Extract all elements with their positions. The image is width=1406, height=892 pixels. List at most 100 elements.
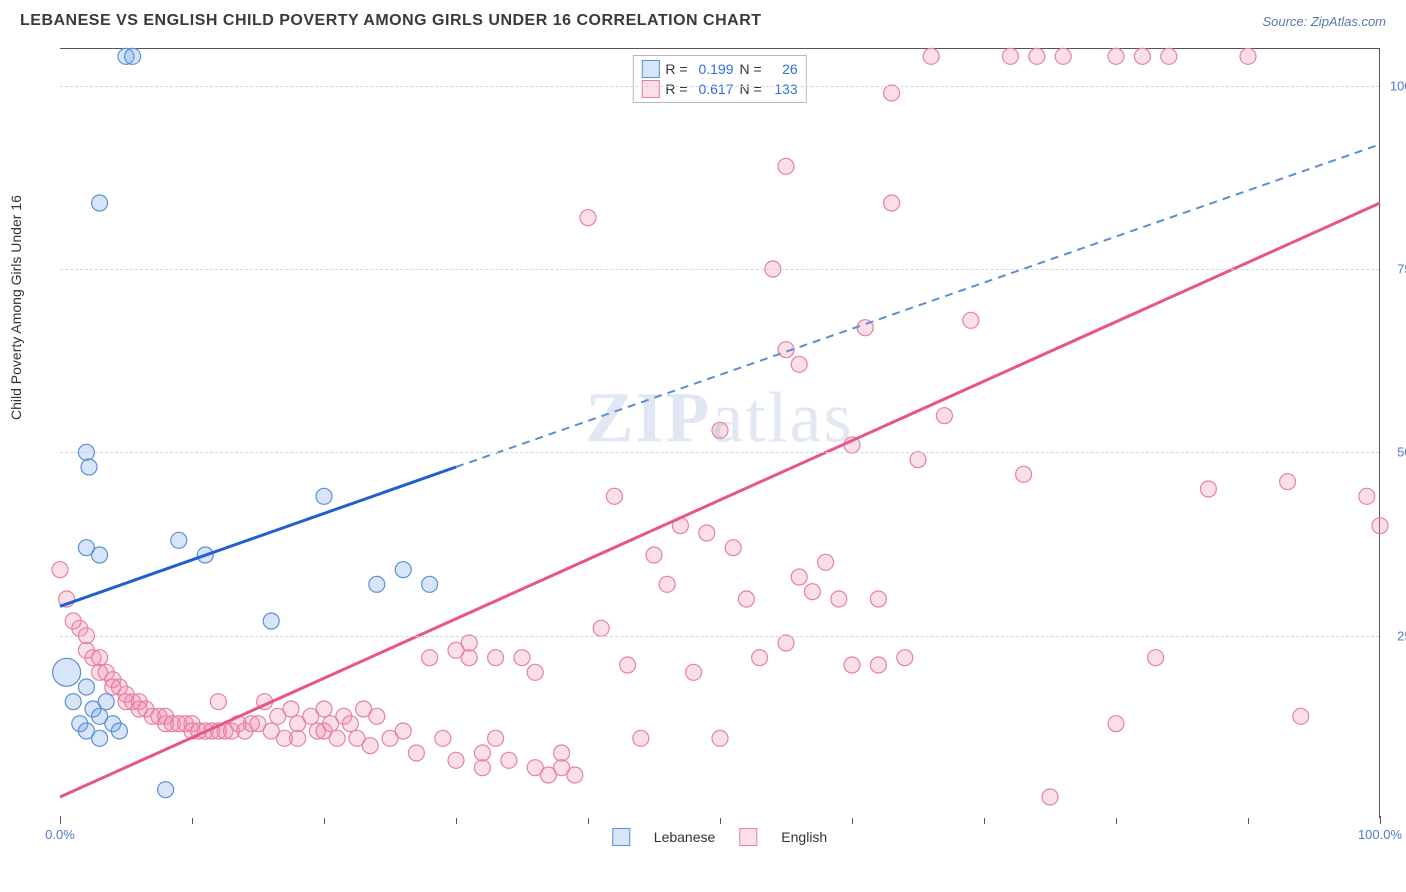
xtick [1116, 818, 1117, 824]
english-point [1108, 716, 1124, 732]
chart-title: LEBANESE VS ENGLISH CHILD POVERTY AMONG … [20, 12, 762, 30]
bottom-legend: Lebanese English [612, 828, 827, 846]
swatch-lebanese [641, 60, 659, 78]
lebanese-point [92, 730, 108, 746]
english-point [362, 738, 378, 754]
english-point [435, 730, 451, 746]
english-point [712, 730, 728, 746]
english-point [488, 650, 504, 666]
lebanese-point [92, 547, 108, 563]
english-point [593, 620, 609, 636]
english-point [342, 716, 358, 732]
chart-area: ZIPatlas R = 0.199 N = 26 R = 0.617 N = … [60, 48, 1380, 818]
english-point [606, 488, 622, 504]
xtick [984, 818, 985, 824]
legend-label-lebanese: Lebanese [654, 829, 716, 845]
lebanese-trend [60, 467, 456, 606]
english-point [897, 650, 913, 666]
english-point [1134, 48, 1150, 64]
english-point [554, 745, 570, 761]
english-point [1372, 518, 1388, 534]
english-point [712, 422, 728, 438]
xtick [192, 818, 193, 824]
english-point [870, 591, 886, 607]
english-point [778, 635, 794, 651]
legend-swatch-english [739, 828, 757, 846]
english-point [818, 554, 834, 570]
ytick-label: 25.0% [1397, 628, 1406, 643]
english-point [738, 591, 754, 607]
chart-source: Source: ZipAtlas.com [1262, 14, 1386, 29]
english-point [210, 694, 226, 710]
english-point [870, 657, 886, 673]
swatch-english [641, 80, 659, 98]
stats-row-english: R = 0.617 N = 133 [641, 80, 797, 98]
english-point [963, 312, 979, 328]
english-point [395, 723, 411, 739]
english-point [1148, 650, 1164, 666]
gridline [60, 636, 1379, 637]
english-point [884, 195, 900, 211]
english-point [699, 525, 715, 541]
english-point [1002, 48, 1018, 64]
lebanese-point [158, 782, 174, 798]
xtick [720, 818, 721, 824]
english-point [369, 708, 385, 724]
lebanese-point [263, 613, 279, 629]
english-point [1359, 488, 1375, 504]
lebanese-point [125, 48, 141, 64]
english-point [580, 210, 596, 226]
english-point [448, 752, 464, 768]
lebanese-point [92, 195, 108, 211]
english-point [474, 745, 490, 761]
english-point [1042, 789, 1058, 805]
english-point [831, 591, 847, 607]
gridline [60, 269, 1379, 270]
english-point [620, 657, 636, 673]
english-point [1240, 48, 1256, 64]
stats-row-lebanese: R = 0.199 N = 26 [641, 60, 797, 78]
english-point [778, 158, 794, 174]
legend-swatch-lebanese [612, 828, 630, 846]
english-point [474, 760, 490, 776]
english-point [1016, 466, 1032, 482]
lebanese-point [422, 576, 438, 592]
gridline [60, 86, 1379, 87]
xtick [324, 818, 325, 824]
english-point [804, 584, 820, 600]
english-point [1108, 48, 1124, 64]
english-point [884, 85, 900, 101]
english-point [633, 730, 649, 746]
english-point [936, 408, 952, 424]
ytick-label: 50.0% [1397, 445, 1406, 460]
lebanese-point [395, 562, 411, 578]
lebanese-trend-dash [456, 144, 1380, 467]
english-point [316, 701, 332, 717]
english-point [791, 569, 807, 585]
english-point [910, 452, 926, 468]
english-trend [60, 203, 1380, 797]
english-point [488, 730, 504, 746]
english-point [1029, 48, 1045, 64]
english-point [329, 730, 345, 746]
english-point [422, 650, 438, 666]
english-point [791, 356, 807, 372]
xtick-label: 0.0% [45, 827, 75, 842]
english-point [501, 752, 517, 768]
lebanese-point [171, 532, 187, 548]
english-point [567, 767, 583, 783]
y-axis-label: Child Poverty Among Girls Under 16 [8, 195, 24, 420]
xtick-label: 100.0% [1358, 827, 1402, 842]
english-point [659, 576, 675, 592]
english-point [290, 730, 306, 746]
xtick [588, 818, 589, 824]
english-point [923, 48, 939, 64]
xtick [456, 818, 457, 824]
english-point [1161, 48, 1177, 64]
chart-header: LEBANESE VS ENGLISH CHILD POVERTY AMONG … [0, 0, 1406, 38]
legend-label-english: English [781, 829, 827, 845]
lebanese-point [81, 459, 97, 475]
english-point [752, 650, 768, 666]
xtick [1248, 818, 1249, 824]
english-point [461, 650, 477, 666]
